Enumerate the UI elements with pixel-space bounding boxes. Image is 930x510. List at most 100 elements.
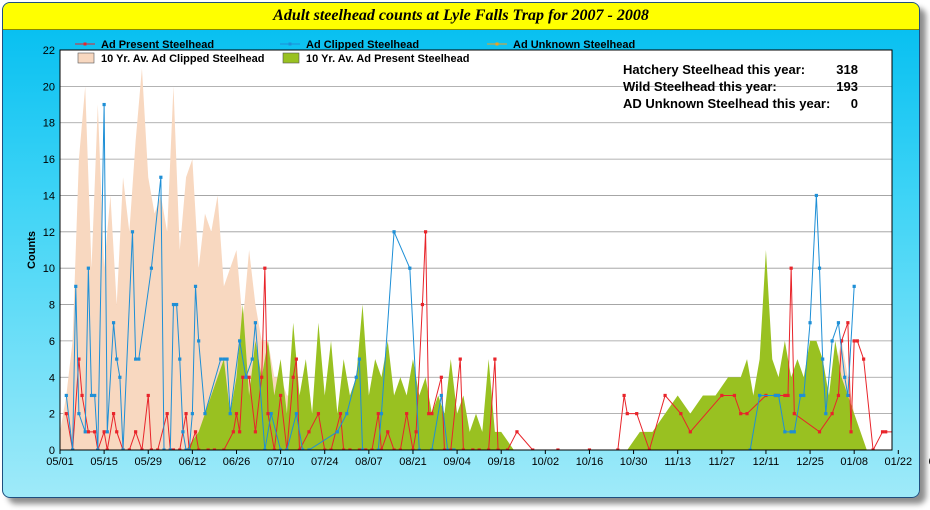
- point-ad-present-steelhead: [329, 448, 333, 450]
- point-ad-clipped-steelhead: [301, 448, 305, 450]
- point-ad-clipped-steelhead: [294, 412, 298, 416]
- point-ad-present-steelhead: [386, 430, 390, 434]
- point-ad-present-steelhead: [458, 357, 462, 361]
- point-ad-present-steelhead: [679, 412, 683, 416]
- point-ad-clipped-steelhead: [307, 448, 311, 450]
- point-ad-clipped-steelhead: [162, 448, 166, 450]
- x-tick-label: 10/30: [620, 456, 648, 468]
- point-ad-clipped-steelhead: [279, 448, 283, 450]
- point-ad-clipped-steelhead: [824, 412, 828, 416]
- point-ad-present-steelhead: [156, 448, 160, 450]
- point-ad-present-steelhead: [93, 430, 97, 434]
- point-ad-clipped-steelhead: [392, 230, 396, 234]
- point-ad-clipped-steelhead: [203, 412, 207, 416]
- point-ad-present-steelhead: [720, 393, 724, 398]
- point-ad-clipped-steelhead: [64, 393, 68, 398]
- point-ad-present-steelhead: [115, 430, 119, 434]
- point-ad-clipped-steelhead: [184, 448, 188, 450]
- x-tick-label: 11/27: [708, 456, 735, 468]
- legend-marker-ad-clipped-steelhead: [288, 42, 292, 46]
- point-ad-present-steelhead: [77, 357, 81, 361]
- point-ad-clipped-steelhead: [197, 339, 201, 343]
- point-ad-present-steelhead: [234, 412, 239, 416]
- point-ad-clipped-steelhead: [799, 393, 803, 398]
- point-ad-clipped-steelhead: [817, 266, 822, 270]
- point-ad-present-steelhead: [531, 448, 535, 450]
- y-tick-label: 18: [43, 118, 55, 130]
- x-tick-label: 01/22: [885, 456, 913, 468]
- point-ad-present-steelhead: [111, 412, 116, 416]
- point-ad-present-steelhead: [862, 357, 866, 361]
- point-ad-clipped-steelhead: [178, 357, 182, 361]
- point-ad-clipped-steelhead: [253, 321, 257, 325]
- point-ad-present-steelhead: [442, 448, 447, 450]
- point-ad-present-steelhead: [357, 448, 361, 450]
- y-tick-label: 12: [43, 227, 55, 239]
- point-ad-present-steelhead: [398, 448, 402, 450]
- point-ad-present-steelhead: [127, 448, 131, 450]
- x-tick-label: 05/15: [90, 456, 118, 468]
- point-ad-clipped-steelhead: [452, 448, 456, 450]
- point-ad-present-steelhead: [364, 448, 368, 450]
- point-ad-present-steelhead: [178, 448, 182, 450]
- point-ad-present-steelhead: [635, 412, 639, 416]
- point-ad-present-steelhead: [134, 430, 138, 434]
- legend-label-ad-present-steelhead: Ad Present Steelhead: [101, 39, 214, 51]
- point-ad-clipped-steelhead: [846, 393, 850, 398]
- point-ad-clipped-steelhead: [792, 430, 796, 434]
- chart-title: Adult steelhead counts at Lyle Falls Tra…: [273, 7, 649, 24]
- legend-swatch-10-yr-av-ad-present-steelhead: [282, 52, 300, 64]
- point-ad-clipped-steelhead: [852, 284, 856, 288]
- point-ad-clipped-steelhead: [93, 393, 97, 398]
- point-ad-clipped-steelhead: [430, 448, 434, 450]
- x-tick-label: 08/07: [355, 456, 383, 468]
- point-ad-present-steelhead: [487, 448, 491, 450]
- point-ad-clipped-steelhead: [74, 284, 78, 288]
- point-ad-clipped-steelhead: [354, 375, 358, 379]
- summary-value: 318: [836, 62, 858, 77]
- point-ad-clipped-steelhead: [830, 339, 834, 343]
- point-ad-present-steelhead: [253, 430, 257, 434]
- point-ad-clipped-steelhead: [89, 393, 94, 398]
- legend-label-ad-unknown-steelhead: Ad Unknown Steelhead: [513, 39, 635, 51]
- x-tick-label: 12/25: [796, 456, 824, 468]
- summary-value: 0: [851, 96, 858, 111]
- plot-border: [59, 49, 893, 451]
- point-ad-clipped-steelhead: [175, 302, 179, 307]
- point-ad-present-steelhead: [197, 448, 201, 450]
- point-ad-clipped-steelhead: [238, 339, 242, 343]
- point-ad-clipped-steelhead: [439, 393, 443, 398]
- point-ad-clipped-steelhead: [96, 448, 100, 450]
- x-tick-label: 09/18: [487, 456, 515, 468]
- point-ad-clipped-steelhead: [71, 448, 75, 450]
- point-ad-clipped-steelhead: [379, 412, 384, 416]
- legend-marker-ad-unknown-steelhead: [495, 42, 499, 46]
- point-ad-clipped-steelhead: [417, 448, 421, 450]
- point-ad-present-steelhead: [392, 448, 396, 450]
- point-ad-present-steelhead: [171, 448, 176, 450]
- y-tick-label: 6: [49, 336, 55, 348]
- y-tick-label: 10: [43, 263, 55, 275]
- point-ad-clipped-steelhead: [149, 266, 153, 270]
- point-ad-clipped-steelhead: [446, 448, 450, 450]
- point-ad-present-steelhead: [663, 393, 667, 398]
- point-ad-present-steelhead: [852, 339, 856, 343]
- point-ad-present-steelhead: [515, 430, 519, 434]
- point-ad-present-steelhead: [376, 412, 380, 416]
- point-ad-present-steelhead: [260, 375, 264, 379]
- point-ad-clipped-steelhead: [376, 448, 380, 450]
- point-ad-clipped-steelhead: [802, 393, 806, 398]
- legend-label-10-yr-av-ad-clipped-steelhead: 10 Yr. Av. Ad Clipped Steelhead: [101, 53, 264, 65]
- point-ad-clipped-steelhead: [121, 448, 125, 450]
- point-ad-present-steelhead: [279, 393, 283, 398]
- point-ad-present-steelhead: [420, 302, 425, 307]
- point-ad-present-steelhead: [165, 412, 169, 416]
- x-tick-label: 10/02: [532, 456, 560, 468]
- point-ad-clipped-steelhead: [159, 175, 163, 179]
- point-ad-clipped-steelhead: [222, 357, 226, 361]
- point-ad-clipped-steelhead: [228, 412, 232, 416]
- point-ad-present-steelhead: [830, 412, 834, 416]
- point-ad-present-steelhead: [238, 430, 242, 434]
- point-ad-present-steelhead: [556, 448, 560, 450]
